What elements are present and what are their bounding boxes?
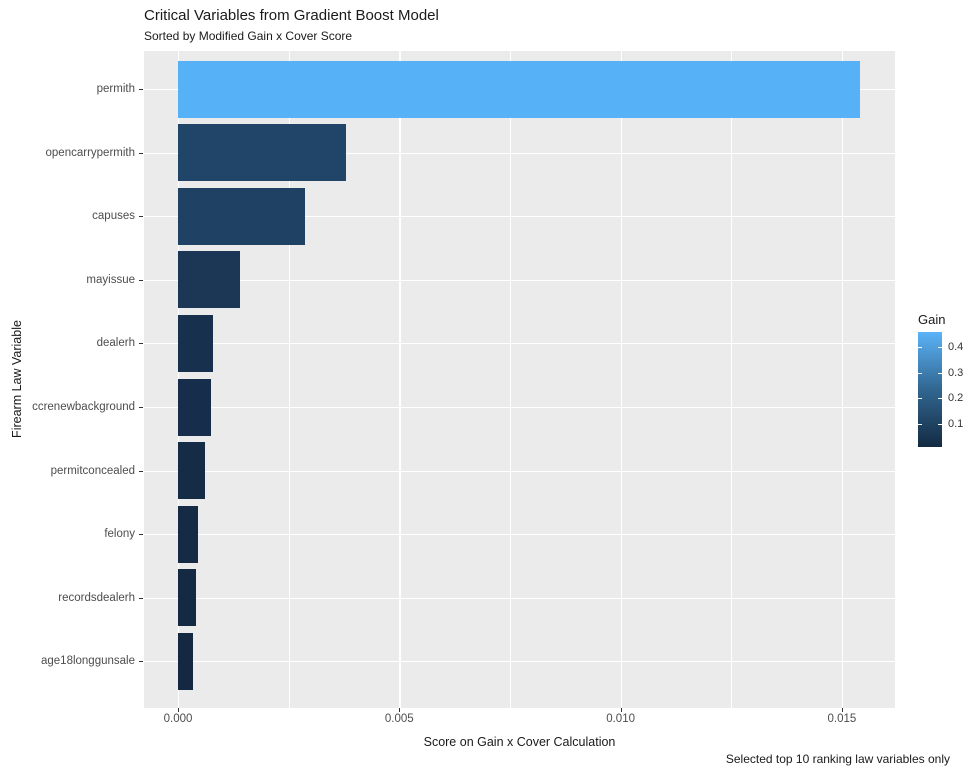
y-tick-mark (139, 152, 143, 154)
legend-tick-mark (918, 398, 922, 399)
y-tick-label: permith (96, 83, 135, 95)
y-tick-mark (139, 216, 143, 218)
gridline-vertical-minor (288, 51, 290, 708)
y-tick-mark (139, 407, 143, 408)
gridline-horizontal (144, 534, 895, 536)
x-tick-label: 0.000 (163, 713, 193, 725)
y-tick-mark (139, 534, 143, 536)
x-tick-mark (178, 708, 179, 712)
legend-tick-mark (938, 398, 942, 399)
gridline-horizontal (144, 343, 895, 345)
bar (178, 632, 194, 690)
gridline-horizontal (144, 661, 895, 663)
bar (178, 60, 860, 118)
legend-tick-mark (918, 423, 922, 425)
y-tick-label: capuses (92, 210, 135, 223)
gridline-vertical-major (841, 51, 844, 708)
gridline-vertical-major (399, 51, 401, 708)
legend-tick-label: 0.3 (948, 366, 964, 379)
legend-title: Gain (918, 312, 946, 327)
bar (178, 569, 196, 627)
gridline-vertical-minor (509, 51, 511, 708)
x-tick-label: 0.010 (606, 713, 635, 725)
bar (178, 251, 240, 309)
y-tick-mark (139, 279, 143, 281)
x-tick-mark (399, 708, 401, 712)
y-tick-label: opencarrypermith (45, 146, 135, 159)
y-tick-mark (139, 89, 143, 90)
bar (178, 124, 347, 182)
legend-tick-mark (938, 372, 942, 374)
y-tick-label: recordsdealerh (58, 591, 135, 604)
chart-panel (144, 51, 895, 708)
legend-tick-label: 0.2 (948, 392, 964, 404)
y-tick-label: permitconcealed (50, 464, 135, 477)
gridline-vertical-major (620, 51, 622, 708)
legend-tick-label: 0.4 (948, 341, 964, 353)
y-tick-mark (139, 470, 143, 472)
legend-tick-mark (938, 347, 942, 348)
gridline-horizontal (144, 407, 895, 408)
y-tick-label: age18longgunsale (40, 655, 135, 668)
y-tick-mark (139, 661, 143, 663)
gridline-horizontal (144, 152, 895, 154)
gridline-horizontal (144, 597, 895, 599)
legend-tick-mark (918, 372, 922, 374)
gridline-horizontal (144, 279, 895, 281)
y-tick-label: mayissue (86, 273, 135, 286)
y-tick-mark (139, 597, 143, 599)
y-tick-label: ccrenewbackground (32, 401, 135, 413)
legend-tick-mark (938, 423, 942, 425)
x-tick-label: 0.015 (827, 713, 857, 725)
x-tick-label: 0.005 (384, 713, 414, 725)
legend-colorbar (918, 332, 942, 447)
gridline-horizontal (144, 470, 895, 472)
gridline-vertical-minor (731, 51, 733, 708)
legend-tick-label: 0.1 (948, 417, 964, 430)
y-tick-mark (139, 343, 143, 345)
bar (178, 378, 212, 436)
bar (178, 505, 199, 563)
gridline-horizontal (144, 216, 895, 218)
bar (178, 442, 205, 500)
y-tick-label: dealerh (96, 337, 135, 350)
y-axis-title: Firearm Law Variable (10, 320, 24, 438)
x-tick-mark (841, 708, 843, 712)
legend-tick-mark (918, 347, 922, 348)
y-tick-label: felony (104, 528, 135, 541)
bar (178, 187, 306, 245)
plot-caption: Selected top 10 ranking law variables on… (725, 752, 950, 766)
x-axis-title: Score on Gain x Cover Calculation (423, 735, 616, 749)
x-tick-mark (620, 708, 622, 712)
plot-subtitle: Sorted by Modified Gain x Cover Score (144, 29, 353, 43)
bar (178, 314, 214, 372)
plot-title: Critical Variables from Gradient Boost M… (144, 7, 439, 24)
